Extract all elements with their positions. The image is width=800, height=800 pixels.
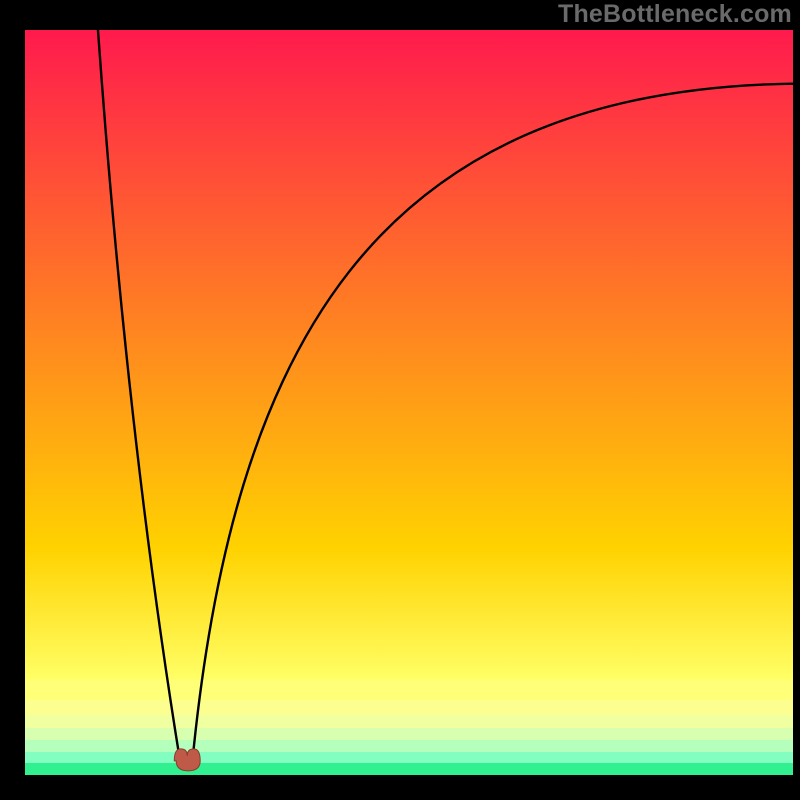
watermark-text: TheBottleneck.com [558, 0, 792, 29]
bottleneck-chart [0, 0, 800, 800]
chart-root: TheBottleneck.com [0, 0, 800, 800]
